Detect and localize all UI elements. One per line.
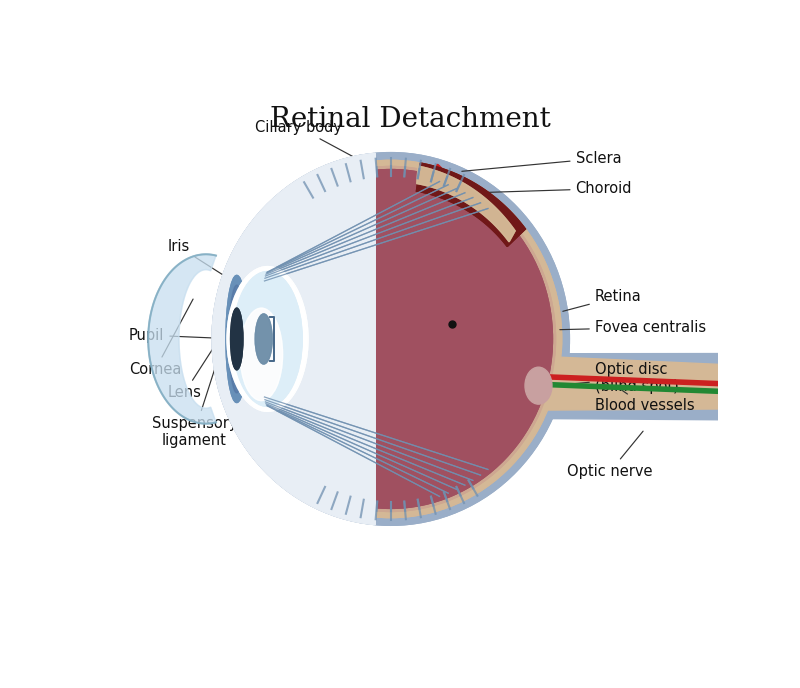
Text: Cornea: Cornea — [129, 299, 193, 377]
Ellipse shape — [226, 166, 555, 511]
Text: Retinal Detachment: Retinal Detachment — [270, 106, 550, 133]
Ellipse shape — [229, 285, 245, 393]
Text: Pupil: Pupil — [129, 327, 234, 343]
Polygon shape — [417, 163, 526, 246]
Ellipse shape — [212, 153, 570, 526]
Text: Optic disc
(blind spot): Optic disc (blind spot) — [555, 362, 678, 394]
Ellipse shape — [226, 166, 555, 511]
Polygon shape — [212, 153, 375, 525]
Ellipse shape — [226, 275, 247, 402]
Ellipse shape — [220, 160, 562, 517]
Polygon shape — [417, 163, 526, 246]
Ellipse shape — [227, 266, 308, 411]
Ellipse shape — [226, 275, 247, 402]
Ellipse shape — [240, 308, 282, 400]
Ellipse shape — [255, 314, 272, 364]
Text: Lens: Lens — [167, 272, 262, 400]
Ellipse shape — [233, 272, 302, 407]
Text: Iris: Iris — [167, 239, 230, 280]
Ellipse shape — [525, 367, 552, 404]
Ellipse shape — [240, 308, 282, 400]
Text: Sclera: Sclera — [462, 151, 621, 171]
Polygon shape — [536, 357, 718, 410]
Polygon shape — [417, 166, 515, 241]
Ellipse shape — [230, 308, 243, 369]
Ellipse shape — [255, 314, 272, 364]
Ellipse shape — [229, 169, 553, 508]
Polygon shape — [417, 166, 515, 241]
Text: Ciliary body: Ciliary body — [255, 120, 358, 159]
Polygon shape — [212, 153, 375, 525]
Text: Optic nerve: Optic nerve — [567, 431, 653, 479]
Ellipse shape — [233, 272, 302, 407]
Text: Suspensory
ligament: Suspensory ligament — [152, 231, 259, 449]
Ellipse shape — [229, 169, 553, 508]
Ellipse shape — [227, 266, 308, 411]
Ellipse shape — [220, 160, 562, 517]
Polygon shape — [534, 354, 718, 420]
Ellipse shape — [230, 308, 243, 369]
Ellipse shape — [229, 169, 553, 508]
Ellipse shape — [212, 153, 570, 526]
Ellipse shape — [229, 285, 245, 393]
Polygon shape — [148, 255, 216, 424]
Text: Retina: Retina — [563, 289, 642, 311]
Polygon shape — [148, 255, 216, 424]
Text: Fovea centralis: Fovea centralis — [560, 320, 706, 335]
Text: Blood vessels: Blood vessels — [594, 389, 694, 413]
Text: Choroid: Choroid — [486, 181, 632, 196]
